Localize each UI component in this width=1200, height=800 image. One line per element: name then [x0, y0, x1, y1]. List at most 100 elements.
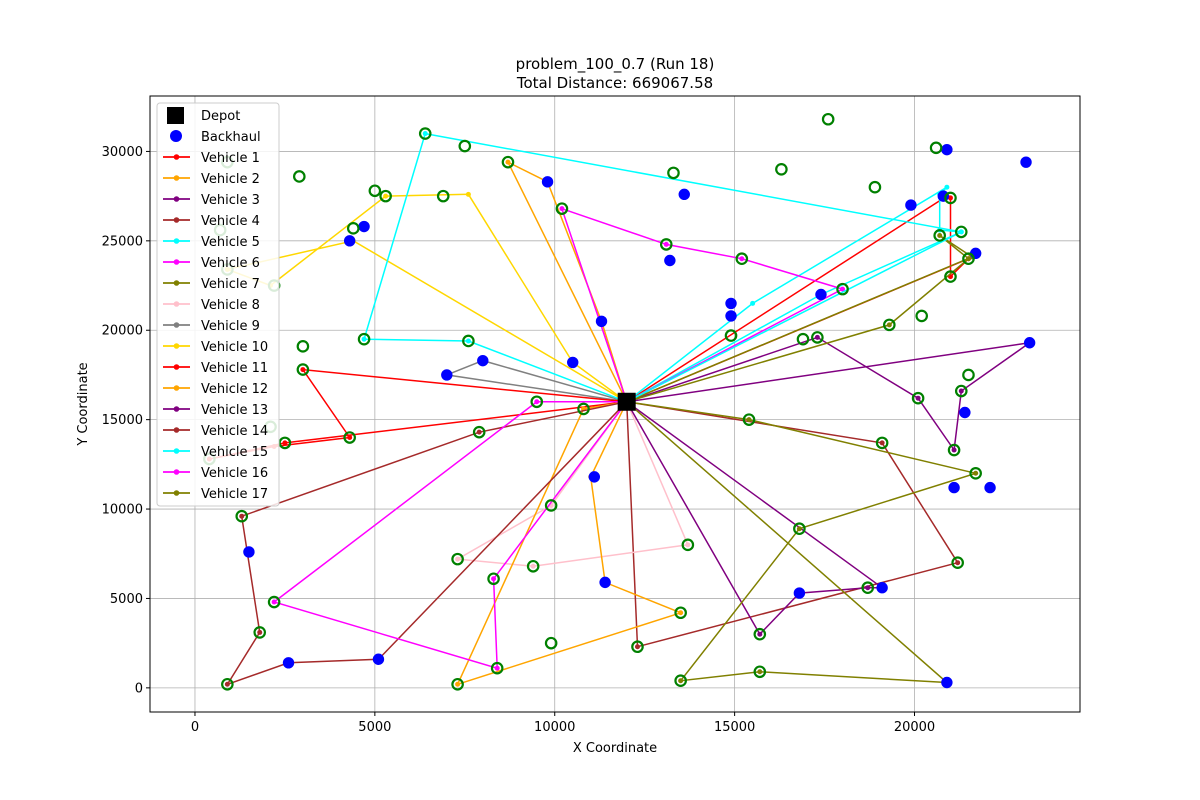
linehaul-node: [267, 595, 281, 609]
linehaul-node: [296, 363, 310, 376]
route-stop-vehicle-1: [947, 195, 953, 201]
backhaul-node: [1020, 156, 1032, 168]
linehaul-node: [379, 189, 392, 203]
linehaul-node: [944, 270, 957, 283]
route-stop-vehicle-16: [534, 399, 540, 405]
route-line-vehicle-7: [626, 234, 974, 403]
route-stop-vehicle-5: [944, 184, 950, 190]
backhaul-node: [358, 220, 370, 233]
linehaul-node: [436, 189, 450, 203]
node-markers: [203, 112, 1036, 691]
route-line-vehicle-14: [225, 401, 628, 686]
linehaul-node: [821, 112, 835, 126]
linehaul-node: [933, 229, 946, 242]
route-stop-vehicle-3: [915, 395, 921, 401]
linehaul-node: [753, 665, 767, 679]
legend-dot-vehicle-1: [173, 154, 180, 160]
linehaul-node: [915, 309, 929, 323]
legend-depot-label: Depot: [201, 109, 240, 124]
route-stop-vehicle-13: [757, 631, 763, 637]
backhaul-node: [948, 481, 960, 494]
x-tick-label: 20000: [894, 720, 935, 735]
linehaul-node: [458, 139, 472, 153]
backhaul-node: [1023, 337, 1036, 349]
backhaul-node: [541, 176, 554, 188]
legend-backhaul-marker: [170, 130, 182, 142]
backhaul-node: [477, 354, 489, 367]
route-stop-vehicle-3: [814, 334, 820, 340]
plot-frame: [149, 95, 1081, 713]
legend-dot-vehicle-6: [173, 259, 180, 265]
linehaul-node: [836, 282, 849, 296]
legend-depot-marker: [167, 107, 184, 124]
route-stop-vehicle-7: [937, 232, 943, 238]
x-axis-label: X Coordinate: [573, 741, 657, 756]
linehaul-node: [293, 170, 306, 183]
linehaul-node: [962, 368, 975, 382]
legend-dot-vehicle-15: [173, 448, 180, 454]
linehaul-node: [861, 581, 875, 595]
route-stop-vehicle-14: [224, 681, 230, 687]
route-stop-vehicle-3: [951, 447, 957, 453]
route-line-vehicle-8: [455, 401, 689, 568]
route-stop-vehicle-6: [840, 286, 846, 292]
linehaul-node: [544, 499, 558, 512]
legend-dot-vehicle-7: [173, 280, 180, 286]
linehaul-node: [775, 163, 788, 176]
x-tick-label: 0: [191, 720, 199, 735]
linehaul-node: [811, 331, 824, 344]
backhaul-node: [937, 190, 949, 202]
legend-dot-vehicle-10: [173, 343, 180, 349]
legend-dot-vehicle-3: [173, 196, 180, 202]
backhaul-node: [876, 582, 888, 594]
chart-title-line1: problem_100_0.7 (Run 18): [516, 55, 715, 74]
route-stop-vehicle-2: [505, 159, 511, 165]
y-tick-label: 20000: [102, 324, 143, 339]
linehaul-node: [577, 402, 590, 416]
linehaul-node: [555, 202, 569, 215]
y-tick-label: 10000: [102, 503, 143, 518]
linehaul-node: [296, 340, 310, 353]
legend-dot-vehicle-5: [173, 238, 180, 244]
backhaul-node: [343, 235, 356, 247]
chart-title-line2: Total Distance: 669067.58: [516, 74, 713, 92]
linehaul-node: [487, 572, 500, 586]
backhaul-node: [815, 288, 827, 301]
linehaul-node: [451, 552, 464, 566]
route-stop-vehicle-8: [455, 556, 461, 562]
linehaul-node: [221, 677, 234, 691]
route-stop-vehicle-10: [383, 193, 389, 199]
legend: Depot Backhaul Vehicle 1 Vehicle 2 Vehicle 3…: [156, 102, 280, 507]
linehaul-node: [472, 425, 486, 439]
linehaul-node: [368, 184, 382, 198]
route-stop-vehicle-15: [958, 229, 964, 235]
depot-group: [617, 392, 636, 411]
route-stop-vehicle-4: [634, 644, 640, 650]
linehaul-node: [659, 238, 673, 251]
linehaul-node: [868, 180, 882, 194]
legend-dot-vehicle-12: [173, 385, 180, 391]
linehaul-node: [357, 332, 371, 346]
linehaul-node: [544, 636, 558, 650]
route-stop-vehicle-13: [865, 585, 871, 591]
backhaul-node: [793, 587, 806, 599]
legend-dot-vehicle-17: [173, 490, 180, 496]
route-stop-vehicle-15: [361, 336, 367, 342]
linehaul-node: [944, 191, 957, 205]
route-line-vehicle-9: [443, 359, 627, 403]
linehaul-node: [875, 436, 889, 450]
linehaul-node: [418, 127, 432, 140]
y-tick-label: 25000: [102, 234, 143, 249]
backhaul-node: [599, 576, 611, 589]
legend-label-vehicle-17: Vehicle 17: [201, 487, 268, 502]
route-stop-vehicle-7: [886, 322, 892, 328]
linehaul-node: [735, 252, 749, 266]
legend-label-vehicle-9: Vehicle 9: [201, 319, 260, 334]
backhaul-node: [567, 356, 579, 369]
linehaul-node: [343, 431, 356, 444]
route-stop-vehicle-16: [494, 665, 500, 671]
legend-label-vehicle-16: Vehicle 16: [201, 466, 268, 481]
depot-marker: [617, 392, 636, 411]
legend-dot-vehicle-9: [173, 322, 180, 328]
